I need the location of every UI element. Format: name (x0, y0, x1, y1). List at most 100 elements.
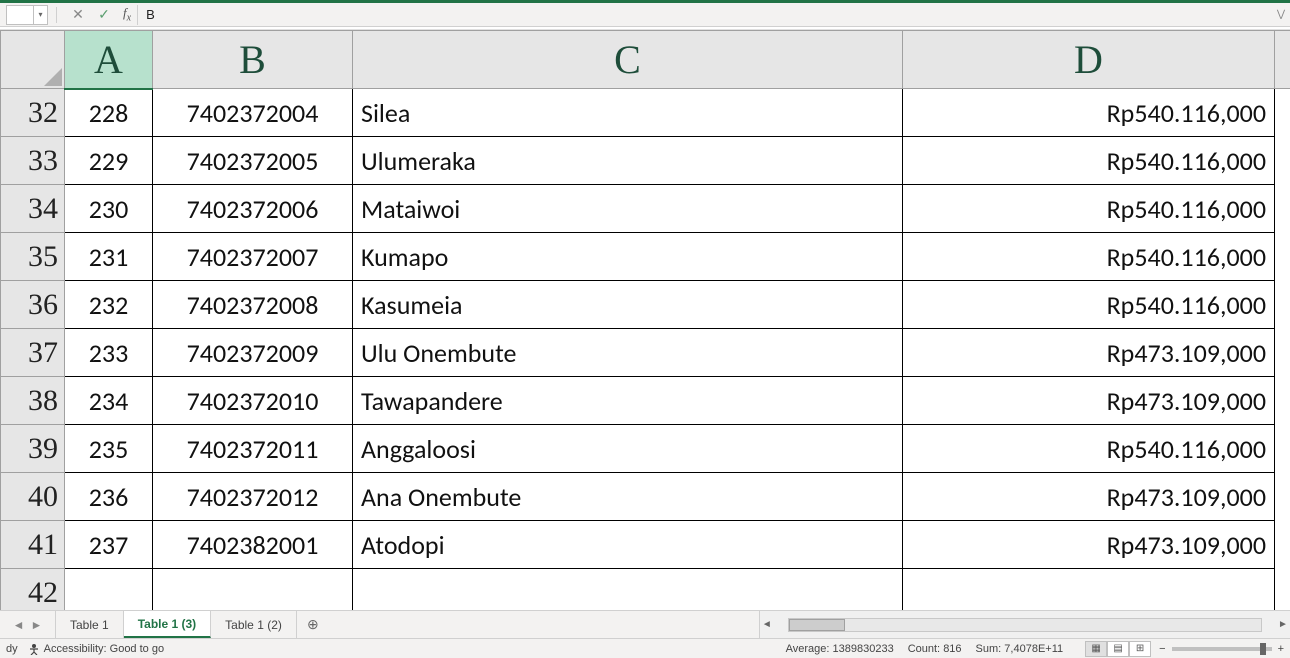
cell[interactable]: 7402372010 (153, 377, 353, 425)
status-bar: dy Accessibility: Good to go Average: 13… (0, 638, 1290, 658)
cell[interactable]: Rp540.116,000 (903, 185, 1275, 233)
view-page-break-button[interactable]: ⊞ (1129, 641, 1151, 657)
row-header[interactable]: 37 (1, 329, 65, 377)
cell[interactable]: 230 (65, 185, 153, 233)
cell[interactable]: Ulu Onembute (353, 329, 903, 377)
cell[interactable]: Rp540.116,000 (903, 233, 1275, 281)
accessibility-status[interactable]: Accessibility: Good to go (28, 643, 164, 655)
cell[interactable]: 233 (65, 329, 153, 377)
name-box-dropdown-icon[interactable]: ▾ (33, 6, 47, 24)
cell[interactable]: 7402372009 (153, 329, 353, 377)
row-header[interactable]: 34 (1, 185, 65, 233)
cell[interactable] (1275, 89, 1290, 137)
cell[interactable]: Rp540.116,000 (903, 425, 1275, 473)
cell[interactable]: Tawapandere (353, 377, 903, 425)
scroll-thumb[interactable] (789, 619, 845, 631)
cell[interactable]: 229 (65, 137, 153, 185)
add-sheet-button[interactable]: ⊕ (297, 611, 329, 638)
cell[interactable]: 7402372008 (153, 281, 353, 329)
cell[interactable] (1275, 473, 1290, 521)
cell[interactable]: 237 (65, 521, 153, 569)
cell[interactable] (1275, 521, 1290, 569)
cell[interactable]: 7402372012 (153, 473, 353, 521)
row-header[interactable]: 38 (1, 377, 65, 425)
cell[interactable]: Ana Onembute (353, 473, 903, 521)
formula-expand-icon[interactable]: ⋁ (1272, 9, 1290, 20)
column-header-overflow[interactable] (1275, 31, 1290, 89)
cell[interactable] (1275, 377, 1290, 425)
cell[interactable] (1275, 329, 1290, 377)
view-normal-button[interactable]: ▦ (1085, 641, 1107, 657)
name-box[interactable]: ▾ (6, 5, 48, 25)
cell[interactable] (1275, 425, 1290, 473)
zoom-control[interactable]: − + (1159, 643, 1284, 655)
cell[interactable]: Silea (353, 89, 903, 137)
cell[interactable]: Rp540.116,000 (903, 281, 1275, 329)
tab-nav-next-icon[interactable]: ► (31, 618, 43, 632)
cell[interactable]: Mataiwoi (353, 185, 903, 233)
cell[interactable]: 7402372005 (153, 137, 353, 185)
zoom-slider-thumb[interactable] (1260, 643, 1266, 655)
view-page-layout-button[interactable]: ▤ (1107, 641, 1129, 657)
row-header[interactable]: 36 (1, 281, 65, 329)
formula-bar: ▾ ✕ ✓ fx B ⋁ (0, 3, 1290, 27)
row-header[interactable]: 40 (1, 473, 65, 521)
accept-icon[interactable]: ✓ (95, 6, 113, 24)
select-all-corner[interactable] (1, 31, 65, 89)
cell[interactable]: 7402382001 (153, 521, 353, 569)
zoom-slider-track[interactable] (1172, 647, 1272, 651)
scroll-right-icon[interactable]: ► (1276, 619, 1290, 630)
cell[interactable]: Rp473.109,000 (903, 329, 1275, 377)
cell[interactable]: 7402372006 (153, 185, 353, 233)
fx-icon[interactable]: fx (123, 5, 131, 24)
sheet-tab[interactable]: Table 1 (56, 611, 124, 638)
row-header[interactable]: 35 (1, 233, 65, 281)
sheet-tab[interactable]: Table 1 (3) (124, 611, 211, 638)
tab-nav-prev-icon[interactable]: ◄ (13, 618, 25, 632)
column-header-d[interactable]: D (903, 31, 1275, 89)
cell[interactable] (1275, 281, 1290, 329)
row-header[interactable]: 33 (1, 137, 65, 185)
break-icon: ⊞ (1136, 643, 1144, 654)
sheet-tab[interactable]: Table 1 (2) (211, 611, 297, 638)
column-header-a[interactable]: A (65, 31, 153, 89)
cell[interactable]: 7402372004 (153, 89, 353, 137)
cell[interactable] (1275, 233, 1290, 281)
tab-nav-buttons[interactable]: ◄ ► (0, 611, 56, 638)
cell[interactable]: Rp540.116,000 (903, 89, 1275, 137)
cell[interactable]: Ulumeraka (353, 137, 903, 185)
cell[interactable] (1275, 137, 1290, 185)
cell[interactable]: Rp473.109,000 (903, 473, 1275, 521)
plus-icon: ⊕ (307, 616, 319, 633)
formula-input[interactable]: B (137, 5, 1272, 25)
cell[interactable]: Rp473.109,000 (903, 521, 1275, 569)
cell[interactable]: Kumapo (353, 233, 903, 281)
cell[interactable]: 234 (65, 377, 153, 425)
cell[interactable]: Rp473.109,000 (903, 377, 1275, 425)
column-header-b[interactable]: B (153, 31, 353, 89)
cell[interactable]: 7402372011 (153, 425, 353, 473)
cell[interactable]: 232 (65, 281, 153, 329)
cell[interactable]: 236 (65, 473, 153, 521)
cell[interactable] (1275, 185, 1290, 233)
cell[interactable]: Atodopi (353, 521, 903, 569)
worksheet-grid[interactable]: A B C D 322287402372004SileaRp540.116,00… (0, 30, 1290, 610)
cell[interactable]: Kasumeia (353, 281, 903, 329)
cancel-icon[interactable]: ✕ (69, 6, 87, 24)
cell[interactable]: Anggaloosi (353, 425, 903, 473)
row-header[interactable]: 32 (1, 89, 65, 137)
select-all-triangle-icon (44, 68, 62, 86)
column-header-c[interactable]: C (353, 31, 903, 89)
row-header[interactable]: 41 (1, 521, 65, 569)
cell[interactable]: 7402372007 (153, 233, 353, 281)
cell[interactable]: 228 (65, 89, 153, 137)
scroll-left-icon[interactable]: ◄ (760, 619, 774, 630)
cell[interactable]: 231 (65, 233, 153, 281)
cell[interactable]: Rp540.116,000 (903, 137, 1275, 185)
scroll-track[interactable] (788, 618, 1262, 632)
cell[interactable]: 235 (65, 425, 153, 473)
row-header[interactable]: 39 (1, 425, 65, 473)
zoom-out-icon[interactable]: − (1159, 643, 1165, 655)
horizontal-scrollbar[interactable]: ◄ ► (759, 611, 1290, 638)
zoom-in-icon[interactable]: + (1278, 643, 1284, 655)
